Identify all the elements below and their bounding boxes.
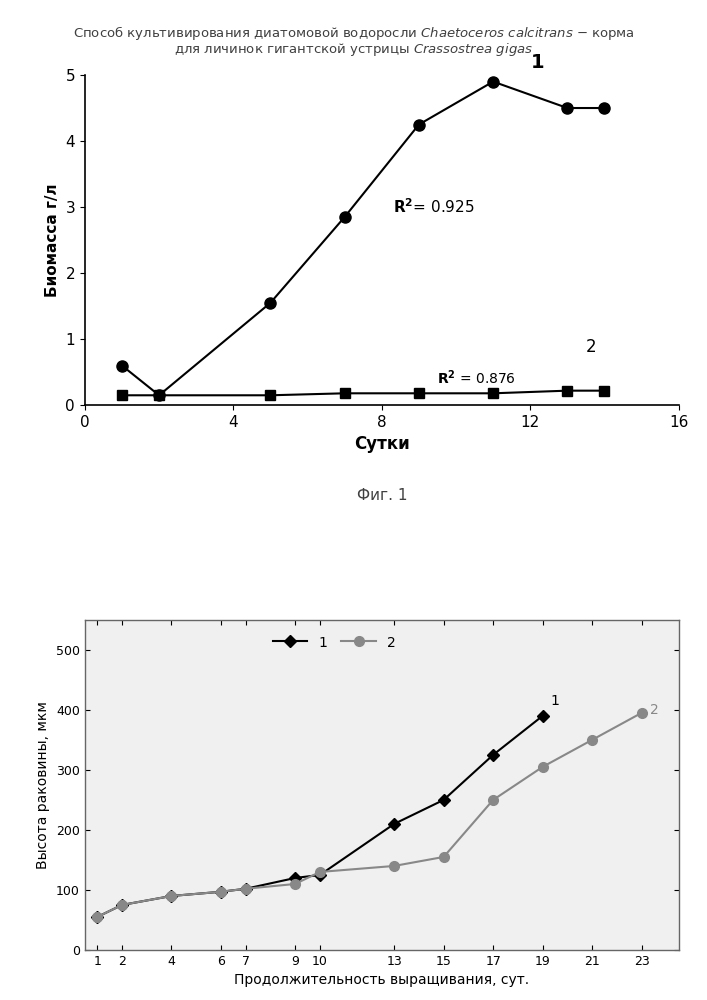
Text: $\mathbf{R^2}$= 0.925: $\mathbf{R^2}$= 0.925	[393, 198, 474, 216]
Text: Способ культивирования диатомовой водоросли $\it{Chaetoceros\ calcitrans}$ − кор: Способ культивирования диатомовой водоро…	[73, 24, 634, 42]
Text: 1: 1	[531, 53, 544, 72]
Y-axis label: Биомасса г/л: Биомасса г/л	[45, 183, 60, 297]
Legend: 1, 2: 1, 2	[267, 630, 402, 655]
Text: для личинок гигантской устрицы $\it{Crassostrea\ gigas}$: для личинок гигантской устрицы $\it{Cras…	[174, 41, 533, 58]
Text: $\it{1}$: $\it{1}$	[550, 694, 560, 708]
Text: 2: 2	[586, 338, 597, 356]
Y-axis label: Высота раковины, мкм: Высота раковины, мкм	[37, 701, 50, 869]
Text: $\mathbf{R^2}$ = 0.876: $\mathbf{R^2}$ = 0.876	[438, 368, 516, 387]
X-axis label: Продолжительность выращивания, сут.: Продолжительность выращивания, сут.	[234, 973, 530, 987]
Text: $\it{2}$: $\it{2}$	[649, 703, 658, 717]
X-axis label: Сутки: Сутки	[354, 435, 409, 453]
Text: Фиг. 1: Фиг. 1	[356, 488, 407, 503]
